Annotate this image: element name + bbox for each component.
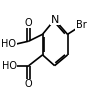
Text: N: N — [50, 15, 59, 25]
Text: HO: HO — [1, 39, 16, 49]
Text: O: O — [25, 79, 33, 89]
Text: HO: HO — [2, 61, 17, 71]
Text: Br: Br — [76, 20, 87, 30]
Text: O: O — [25, 18, 33, 28]
